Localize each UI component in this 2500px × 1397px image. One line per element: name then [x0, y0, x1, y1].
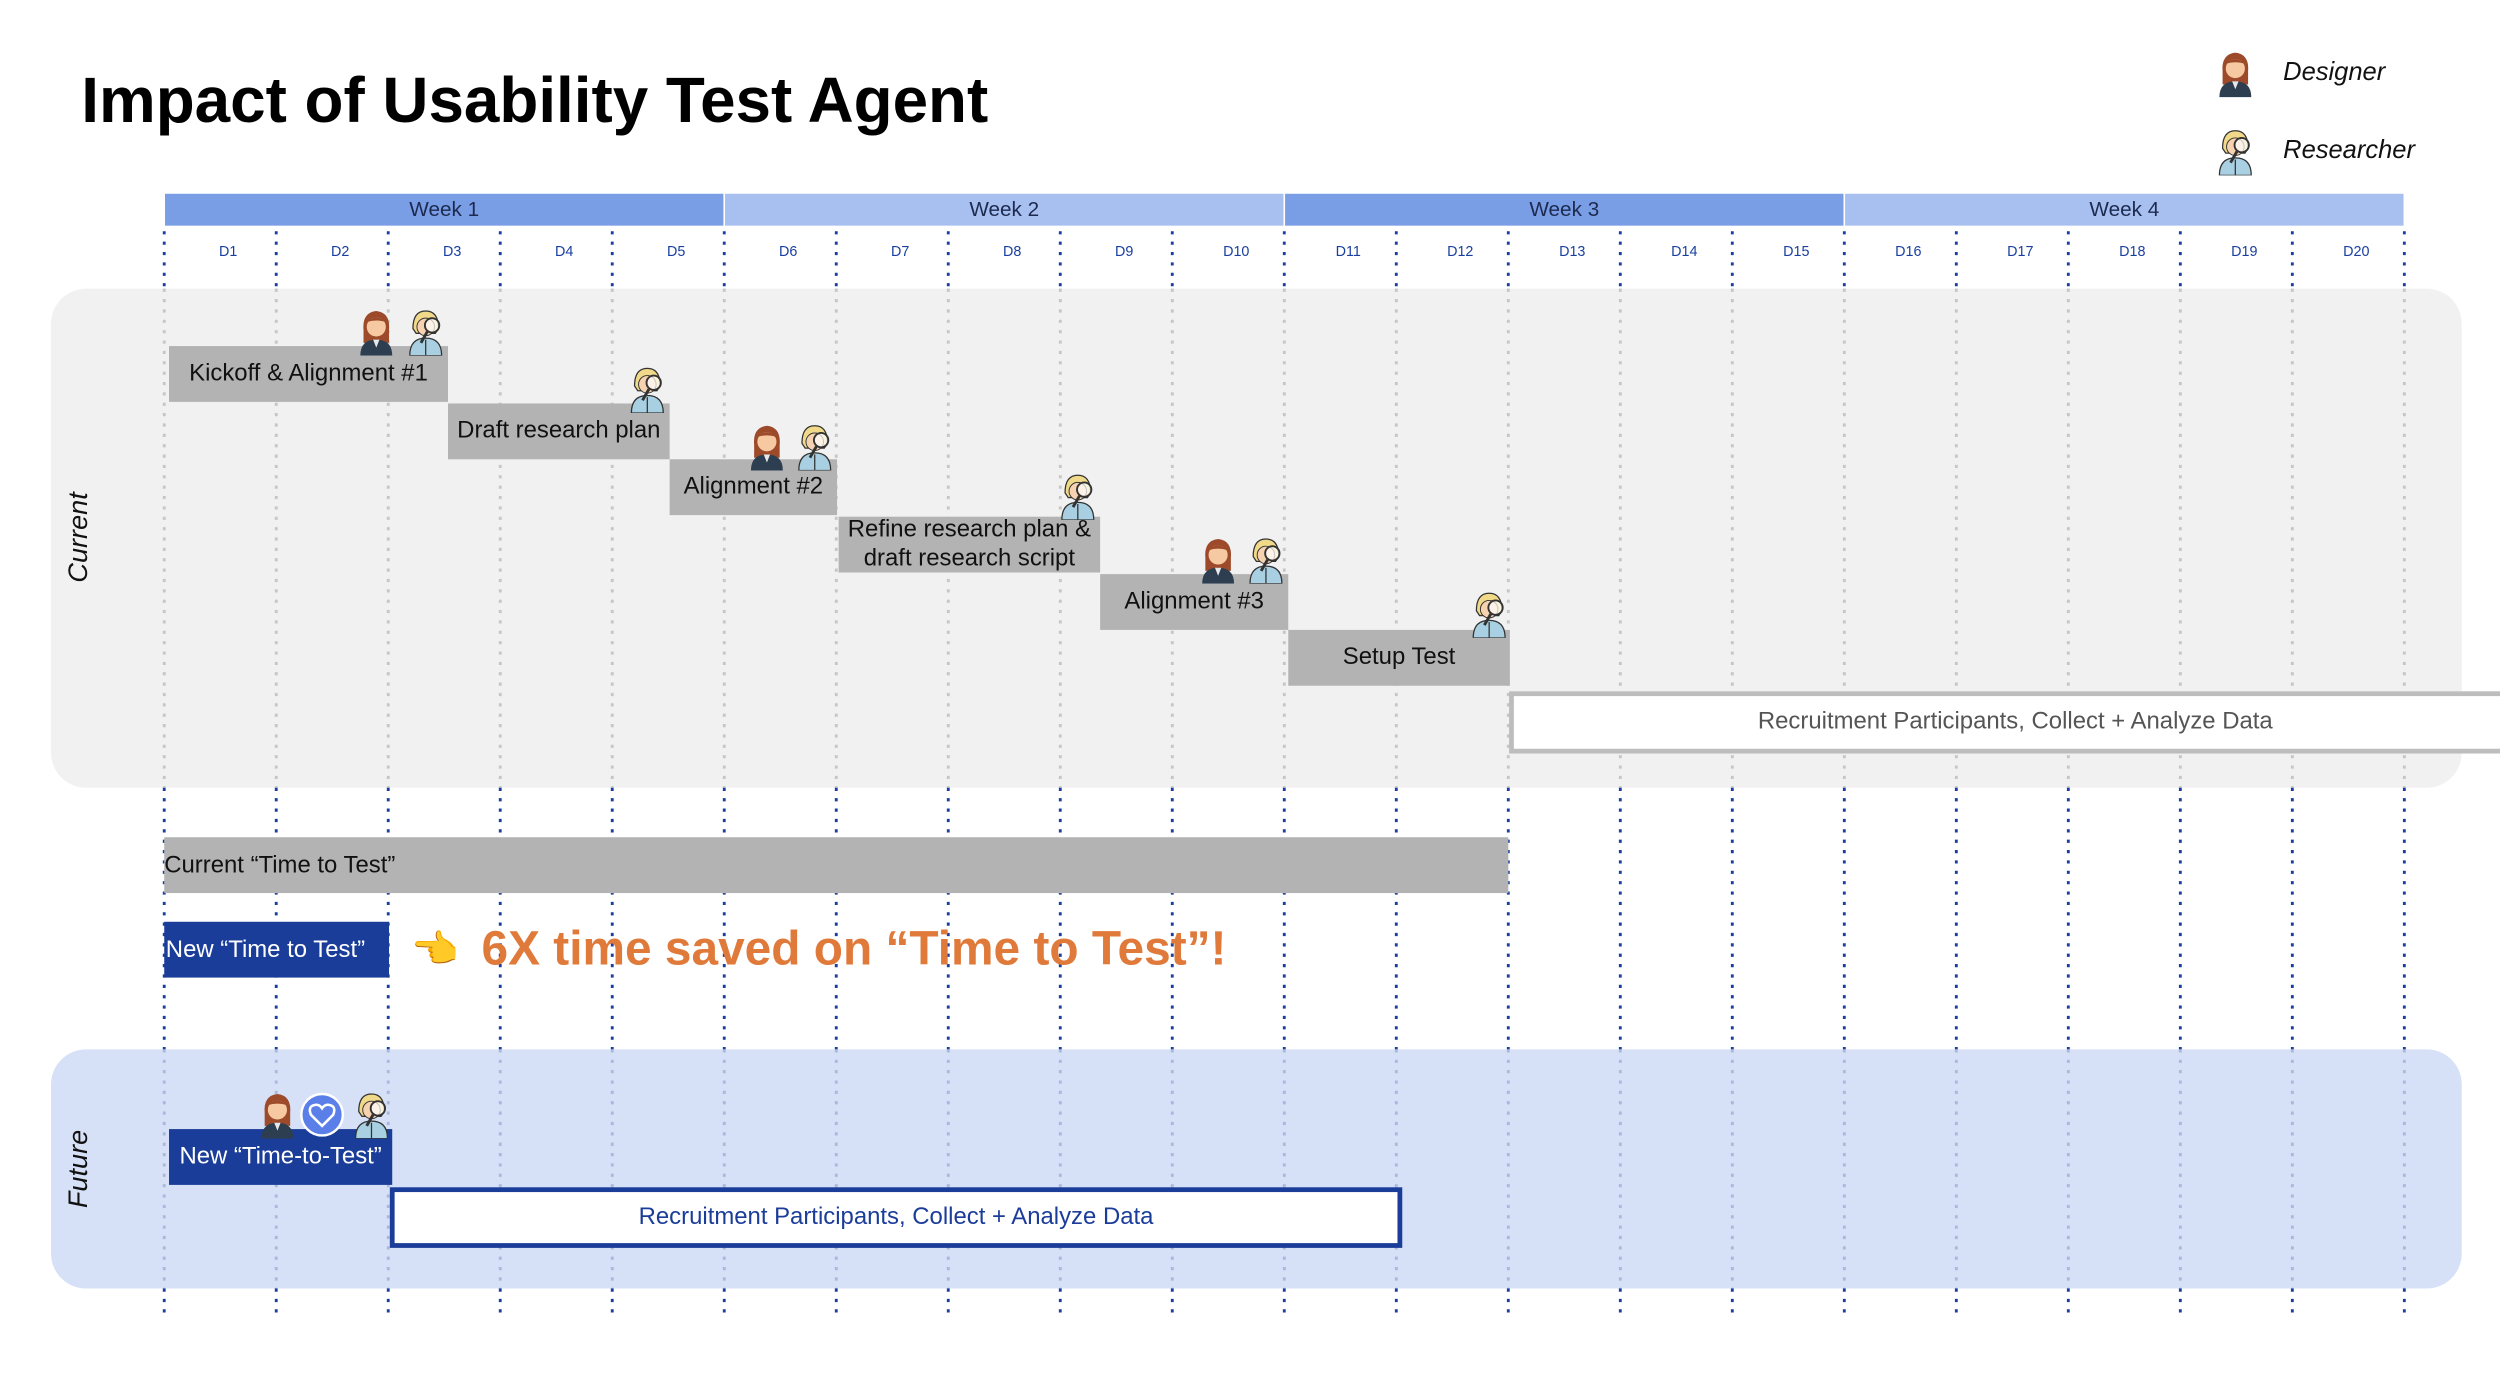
day-label: D13 — [1559, 244, 1585, 260]
day-label: D19 — [2231, 244, 2257, 260]
day-label: D12 — [1447, 244, 1473, 260]
week-label: Week 1 — [409, 198, 479, 221]
day-label: D8 — [1003, 244, 1021, 260]
day-label: D18 — [2119, 244, 2145, 260]
task-label: Alignment #3 — [1124, 587, 1264, 614]
day-label: D14 — [1671, 244, 1697, 260]
legend-label: Researcher — [2283, 136, 2416, 164]
day-label: D5 — [667, 244, 685, 260]
new-time-bar — [164, 921, 390, 978]
current-time-bar — [164, 837, 1509, 894]
task-label: draft research script — [864, 544, 1076, 571]
task-bar — [838, 516, 1101, 573]
day-label: D7 — [891, 244, 909, 260]
future-panel — [51, 1049, 2462, 1289]
day-label: D17 — [2007, 244, 2033, 260]
task-label: Setup Test — [1343, 643, 1456, 670]
task-label: New “Time-to-Test” — [179, 1142, 381, 1169]
week-label: Week 4 — [2089, 198, 2159, 221]
day-label: D9 — [1115, 244, 1133, 260]
section-label: Current — [62, 491, 93, 583]
day-label: D3 — [443, 244, 461, 260]
day-label: D2 — [331, 244, 349, 260]
section-label: Future — [62, 1130, 93, 1208]
pointer-emoji: 👈 — [411, 928, 459, 971]
content: Impact of Usability Test Agent Designer Re… — [51, 52, 2500, 1318]
agent-badge — [300, 1092, 344, 1137]
task-label: Recruitment Participants, Collect + Anal… — [1758, 708, 2274, 735]
task-bar — [389, 1187, 1403, 1248]
task-bar — [169, 346, 449, 402]
day-label: D6 — [779, 244, 797, 260]
day-label: D11 — [1336, 244, 1361, 260]
day-label: D15 — [1783, 244, 1809, 260]
week-label: Week 3 — [1529, 198, 1599, 221]
current-time-label: Current “Time to Test” — [164, 851, 395, 878]
task-label: Refine research plan & — [848, 516, 1091, 543]
week-label: Week 2 — [969, 198, 1039, 221]
title: Impact of Usability Test Agent — [81, 64, 988, 136]
task-label: Recruitment Participants, Collect + Anal… — [639, 1203, 1155, 1230]
agent-heart — [308, 1103, 336, 1128]
task-label: Alignment #2 — [684, 473, 824, 500]
new-time-label: New “Time to Test” — [166, 936, 365, 963]
week-header — [723, 192, 1286, 228]
day-label: D20 — [2343, 244, 2369, 260]
day-label: D4 — [555, 244, 573, 260]
day-label: D16 — [1895, 244, 1921, 260]
researcher-icon — [2217, 129, 2253, 176]
task-label: Kickoff & Alignment #1 — [189, 359, 428, 386]
legend-label: Designer — [2283, 58, 2387, 86]
day-label: D10 — [1223, 244, 1249, 260]
task-bar — [1288, 629, 1510, 686]
week-header — [1843, 192, 2406, 228]
designer-icon — [2219, 52, 2252, 98]
callout: 6X time saved on “Time to Test”! — [482, 923, 1227, 976]
task-bar — [1509, 691, 2500, 754]
task-label: Draft research plan — [457, 417, 660, 444]
day-label: D1 — [219, 244, 237, 260]
